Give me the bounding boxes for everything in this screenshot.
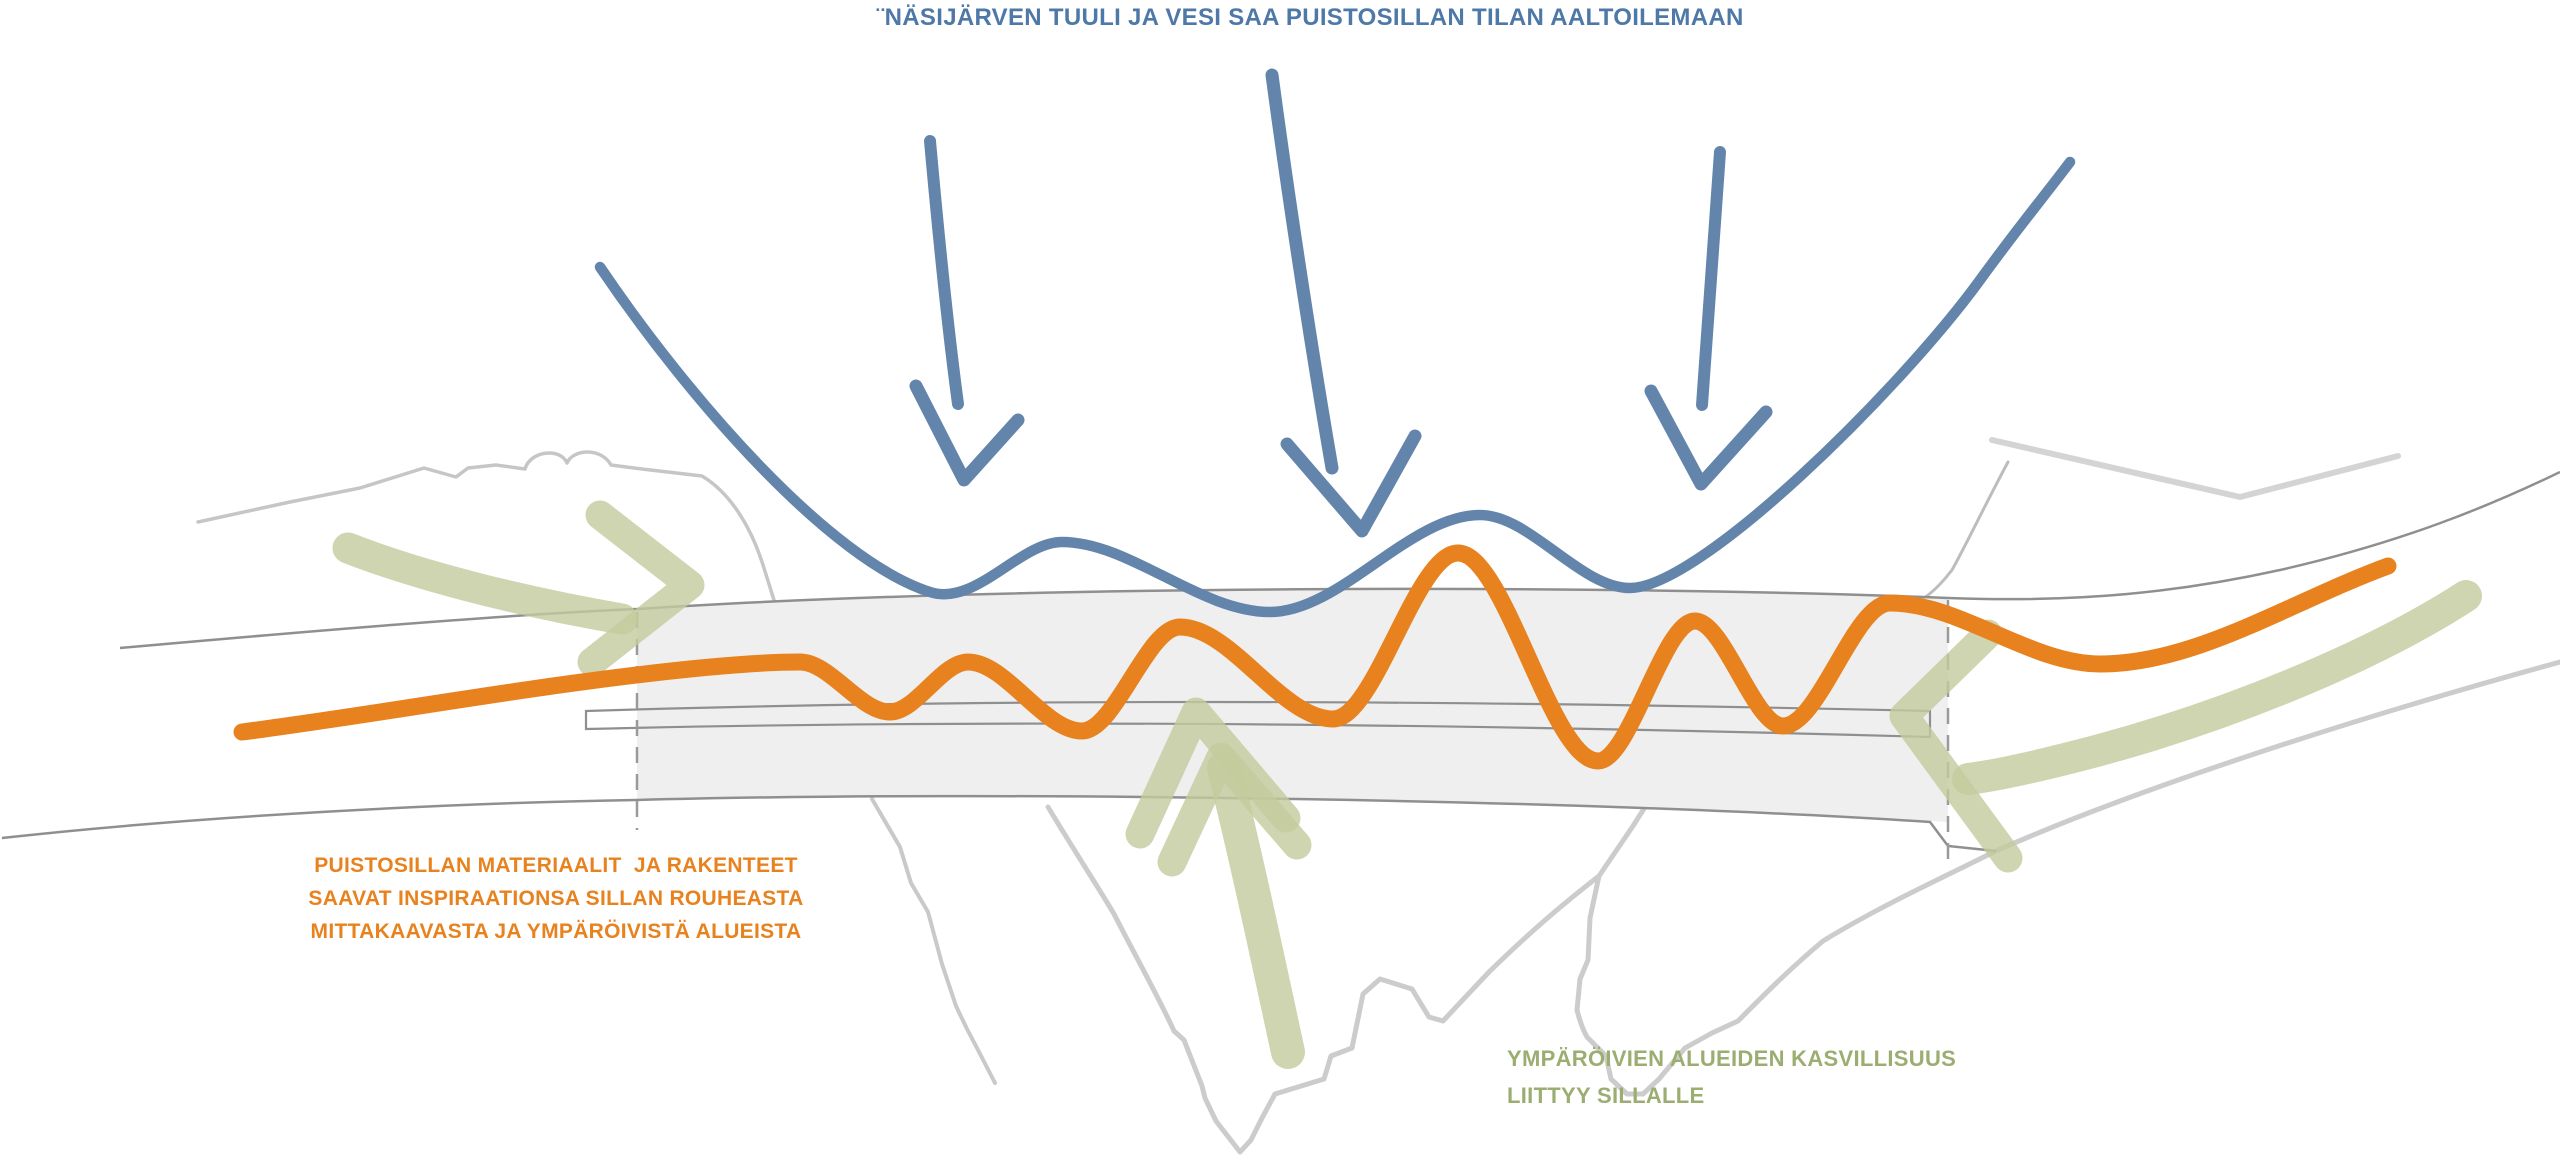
site-contour-lines <box>196 437 2560 1155</box>
left-ridge-contour <box>196 450 778 608</box>
wind-graphics <box>594 68 2076 618</box>
wind-arrow-2-head <box>1280 429 1422 538</box>
deck-top-edge <box>119 470 2560 650</box>
wind-arrow-3-head <box>1644 384 1773 491</box>
vegetation-arrows <box>332 500 2482 1069</box>
bridge-wave-line <box>233 544 2397 770</box>
wind-arrow-2-shaft <box>1265 68 1339 475</box>
vegetation-arrow-right-icon <box>1889 580 2482 873</box>
top-right-contour <box>1989 437 2401 500</box>
vegetation-arrow-left-icon <box>332 500 705 677</box>
materials-label-line-1: PUISTOSILLAN MATERIAALIT JA RAKENTEET <box>314 854 798 877</box>
wind-arrow-1-head <box>909 379 1025 487</box>
vegetation-arrow-bottom-icon <box>1125 697 1312 1069</box>
right-upper-contour <box>1908 460 2010 607</box>
peninsula-shoreline <box>1045 659 2560 1155</box>
wind-arrow-1-icon <box>909 135 1025 487</box>
vegetation-label-line-1: YMPÄRÖIVIEN ALUEIDEN KASVILLISUUS <box>1507 1046 1957 1071</box>
wind-wave-line <box>594 156 2076 618</box>
materials-label-line-3: MITTAKAAVASTA JA YMPÄRÖIVISTÄ ALUEISTA <box>310 920 802 943</box>
wind-arrow-2-icon <box>1265 68 1422 538</box>
wind-arrow-1-shaft <box>924 135 964 410</box>
vegetation-arrow-left-head <box>577 500 705 677</box>
vegetation-arrow-left-shaft <box>332 532 638 635</box>
vegetation-arrow-right-shaft <box>1952 580 2482 795</box>
diagram-title: ¨NÄSIJÄRVEN TUULI JA VESI SAA PUISTOSILL… <box>876 4 1744 31</box>
wind-arrow-3-icon <box>1644 146 1773 491</box>
vegetation-arrow-right-head <box>1889 619 2023 873</box>
deck-bottom-edge <box>1 794 1997 853</box>
vegetation-label-line-2: LIITTYY SILLALLE <box>1507 1083 1705 1108</box>
wind-arrow-3-shaft <box>1696 146 1726 411</box>
vegetation-label: YMPÄRÖIVIEN ALUEIDEN KASVILLISUUS LIITTY… <box>1507 1040 1956 1114</box>
bottom-left-jagged-contour <box>870 797 997 1085</box>
vegetation-arrow-bottom-head-2 <box>1157 742 1312 877</box>
materials-label: PUISTOSILLAN MATERIAALIT JA RAKENTEET SA… <box>298 849 814 948</box>
materials-label-line-2: SAAVAT INSPIRAATIONSA SILLAN ROUHEASTA <box>308 887 804 910</box>
vegetation-arrow-bottom-shaft <box>1207 751 1305 1069</box>
